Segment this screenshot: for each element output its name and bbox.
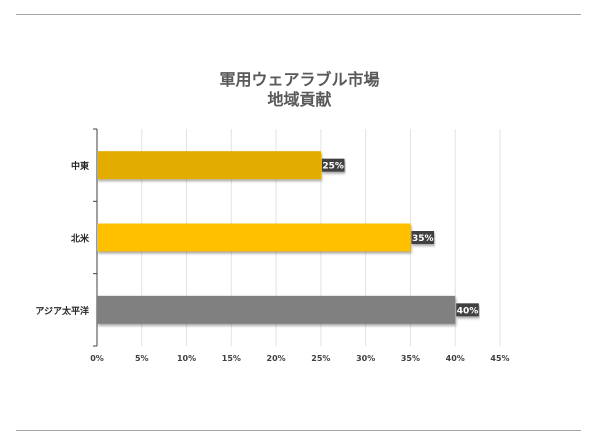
data-label: 25% [322,162,344,172]
data-label-box [456,303,479,317]
data-label: 35% [412,234,434,244]
category-label: アジア太平洋 [35,305,89,317]
bar [97,295,456,324]
x-tick-label: 20% [267,354,286,363]
x-tick-label: 15% [222,354,241,363]
data-label-box [321,158,345,172]
x-tick-label: 45% [490,354,509,363]
x-tick-label: 30% [356,354,375,363]
chart-title-line-2: 地域貢献 [267,90,332,109]
chart-title-line-1: 軍用ウェアラブル市場 [219,70,380,89]
x-tick-label: 10% [177,354,196,363]
bar [97,151,321,180]
bar [97,223,411,252]
data-label: 40% [457,306,479,316]
x-tick-label: 5% [135,354,149,363]
x-tick-label: 0% [90,354,104,363]
x-tick-label: 35% [401,354,420,363]
bottom-divider [16,430,581,431]
category-label: 北米 [71,233,90,245]
x-tick-label: 40% [446,354,465,363]
category-label: 中東 [71,160,89,172]
x-tick-label: 25% [311,354,330,363]
data-label-box [411,231,435,244]
top-divider [16,14,581,15]
